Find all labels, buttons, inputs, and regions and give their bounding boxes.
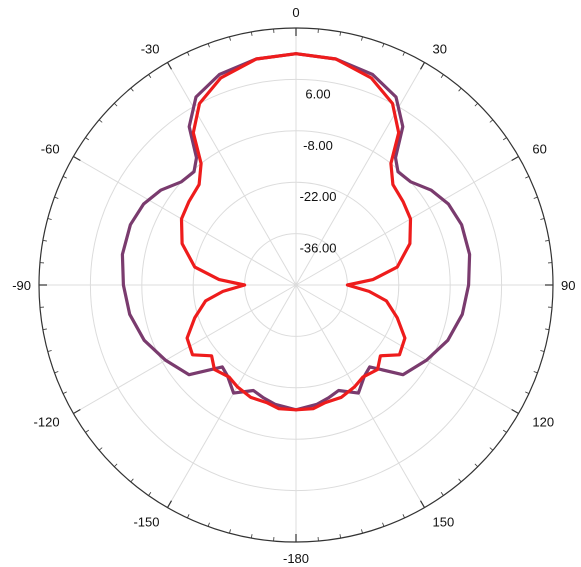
grid-spoke bbox=[295, 62, 425, 286]
minor-tick bbox=[489, 119, 494, 123]
minor-tick bbox=[361, 36, 363, 41]
minor-tick bbox=[474, 102, 479, 107]
minor-tick bbox=[382, 43, 385, 48]
minor-tick bbox=[187, 51, 190, 56]
minor-tick bbox=[339, 534, 342, 539]
series-line-2 bbox=[179, 52, 413, 412]
grid-spoke bbox=[73, 284, 297, 414]
minor-tick bbox=[440, 74, 444, 78]
minor-tick bbox=[85, 137, 89, 141]
minor-tick bbox=[187, 514, 190, 519]
angle-label: 30 bbox=[433, 42, 447, 57]
angle-label: -60 bbox=[41, 142, 60, 157]
minor-tick bbox=[361, 529, 363, 534]
minor-tick bbox=[540, 350, 545, 352]
minor-tick bbox=[250, 31, 253, 36]
grid-spoke bbox=[295, 284, 519, 414]
minor-tick bbox=[525, 176, 530, 179]
minor-tick bbox=[42, 239, 47, 242]
angle-label: -90 bbox=[12, 278, 31, 293]
minor-tick bbox=[98, 447, 103, 451]
major-tick bbox=[419, 500, 426, 508]
radial-tick-label: -22.00 bbox=[300, 189, 337, 204]
angular-ticks bbox=[39, 28, 553, 542]
minor-tick bbox=[339, 31, 342, 36]
minor-tick bbox=[42, 328, 47, 331]
radial-tick-label: -8.00 bbox=[303, 138, 333, 153]
minor-tick bbox=[62, 176, 67, 179]
grid-spoke bbox=[167, 62, 297, 286]
radial-tick-label: 6.00 bbox=[305, 86, 330, 101]
angle-label: -180 bbox=[283, 551, 309, 566]
grid-spoke bbox=[73, 156, 297, 286]
minor-tick bbox=[148, 74, 152, 78]
minor-tick bbox=[402, 514, 405, 519]
major-tick bbox=[166, 500, 173, 508]
minor-tick bbox=[533, 196, 538, 199]
major-tick bbox=[166, 62, 173, 70]
minor-tick bbox=[98, 119, 103, 123]
series-layer bbox=[120, 52, 472, 412]
minor-tick bbox=[489, 447, 494, 451]
major-tick bbox=[73, 155, 81, 162]
minor-tick bbox=[130, 87, 134, 92]
minor-tick bbox=[382, 522, 385, 527]
minor-tick bbox=[525, 391, 530, 394]
minor-tick bbox=[440, 492, 444, 496]
angle-label: 60 bbox=[532, 142, 546, 157]
minor-tick bbox=[130, 478, 134, 483]
angle-label: -30 bbox=[141, 42, 160, 57]
major-tick bbox=[73, 408, 81, 415]
grid-spoke bbox=[167, 284, 297, 508]
minor-tick bbox=[54, 371, 59, 374]
minor-tick bbox=[113, 463, 118, 468]
minor-tick bbox=[474, 463, 479, 468]
minor-tick bbox=[47, 218, 52, 220]
angle-label: 90 bbox=[561, 278, 575, 293]
minor-tick bbox=[503, 137, 507, 141]
angle-label: 120 bbox=[532, 415, 554, 430]
minor-tick bbox=[458, 87, 462, 92]
minor-tick bbox=[47, 350, 52, 352]
minor-tick bbox=[113, 102, 118, 107]
minor-tick bbox=[545, 239, 550, 242]
minor-tick bbox=[402, 51, 405, 56]
major-tick bbox=[511, 155, 519, 162]
minor-tick bbox=[207, 43, 210, 48]
angle-label: 150 bbox=[433, 514, 455, 529]
minor-tick bbox=[207, 522, 210, 527]
minor-tick bbox=[54, 196, 59, 199]
angle-label: -150 bbox=[133, 514, 159, 529]
minor-tick bbox=[458, 478, 462, 483]
radial-tick-label: -36.00 bbox=[300, 241, 337, 256]
minor-tick bbox=[229, 529, 231, 534]
minor-tick bbox=[148, 492, 152, 496]
minor-tick bbox=[62, 391, 67, 394]
angle-label: 0 bbox=[292, 5, 299, 20]
major-tick bbox=[419, 62, 426, 70]
minor-tick bbox=[545, 328, 550, 331]
angle-label: -120 bbox=[34, 415, 60, 430]
grid-spoke bbox=[295, 156, 519, 286]
grid-spoke bbox=[295, 284, 425, 508]
angle-labels: 0 30 60 90 120 150 -180 -150 -120 -90 -60 -30 bbox=[12, 5, 575, 566]
radial-tick-labels: 6.00 -8.00 -22.00 -36.00 bbox=[300, 86, 337, 255]
minor-tick bbox=[85, 429, 89, 433]
minor-tick bbox=[503, 429, 507, 433]
minor-tick bbox=[540, 218, 545, 220]
minor-tick bbox=[229, 36, 231, 41]
minor-tick bbox=[250, 534, 253, 539]
minor-tick bbox=[533, 371, 538, 374]
major-tick bbox=[511, 408, 519, 415]
